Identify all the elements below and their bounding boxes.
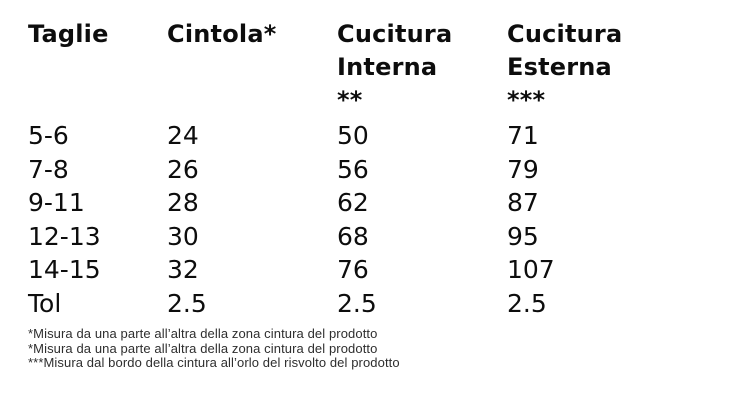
value-cell: 24 — [167, 121, 199, 150]
size-cell: Tol — [28, 288, 62, 318]
col-header-taglie: Taglie — [28, 20, 109, 48]
table-row: 7-8 26 56 79 — [28, 153, 755, 187]
size-cell: 5-6 — [28, 121, 69, 150]
size-table: Taglie Cintola* Cucitura Interna ** Cuci… — [28, 18, 755, 320]
table-row-tolerance: Tol 2.5 2.5 2.5 — [28, 287, 755, 321]
size-cell: 14-15 — [28, 255, 101, 284]
value-cell: 71 — [507, 121, 539, 150]
size-cell: 9-11 — [28, 188, 85, 217]
col-header-cintola: Cintola* — [167, 20, 277, 48]
value-cell: 68 — [337, 221, 369, 251]
value-cell: 79 — [507, 154, 539, 184]
col-header-cucitura-esterna: Cucitura Esterna *** — [507, 20, 623, 114]
value-cell: 95 — [507, 221, 539, 251]
table-body: 5-6 24 50 71 7-8 26 56 79 9-11 28 62 87 … — [28, 119, 755, 320]
value-cell: 62 — [337, 188, 369, 217]
footnote-cucitura-esterna: ***Misura dal bordo della cintura all’or… — [28, 355, 400, 371]
value-cell: 107 — [507, 255, 555, 284]
value-cell: 87 — [507, 188, 539, 217]
size-cell: 12-13 — [28, 221, 101, 251]
value-cell: 28 — [167, 188, 199, 217]
footnotes: *Misura da una parte all’altra della zon… — [28, 326, 755, 371]
table-row: 5-6 24 50 71 — [28, 119, 755, 153]
footnote-cintola: *Misura da una parte all’altra della zon… — [28, 326, 378, 341]
table-header-row: Taglie Cintola* Cucitura Interna ** Cuci… — [28, 18, 755, 117]
value-cell: 50 — [337, 121, 369, 150]
value-cell: 30 — [167, 221, 199, 251]
table-row: 9-11 28 62 87 — [28, 186, 755, 220]
value-cell: 2.5 — [337, 288, 377, 318]
size-cell: 7-8 — [28, 154, 69, 184]
footnote-cucitura-interna: *Misura da una parte all’altra della zon… — [28, 340, 378, 356]
value-cell: 76 — [337, 255, 369, 284]
value-cell: 56 — [337, 154, 369, 184]
table-row: 12-13 30 68 95 — [28, 220, 755, 254]
value-cell: 2.5 — [507, 288, 547, 318]
value-cell: 32 — [167, 255, 199, 284]
table-row: 14-15 32 76 107 — [28, 253, 755, 287]
value-cell: 26 — [167, 154, 199, 184]
col-header-cucitura-interna: Cucitura Interna ** — [337, 20, 453, 114]
value-cell: 2.5 — [167, 288, 207, 318]
